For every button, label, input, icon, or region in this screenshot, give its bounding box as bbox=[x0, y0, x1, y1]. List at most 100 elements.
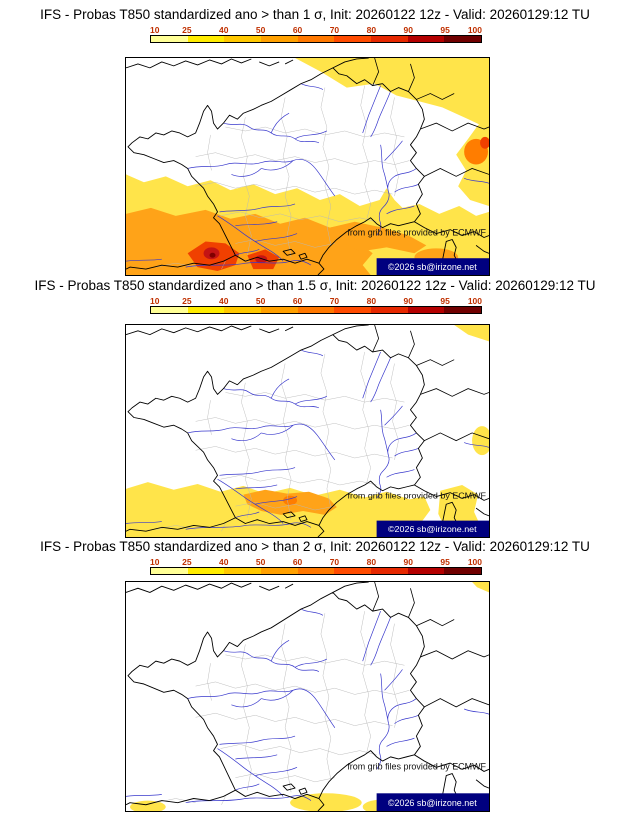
colorbar-segment bbox=[187, 307, 225, 313]
colorbar-tick: 80 bbox=[366, 296, 377, 306]
panel-threshold-1-sigma: IFS - Probas T850 standardized ano > tha… bbox=[0, 0, 630, 276]
colorbar-segment bbox=[261, 307, 298, 313]
colorbar-tick: 25 bbox=[182, 25, 192, 35]
map-frame: from grib files provided by ECMWF ©2026 … bbox=[125, 581, 490, 812]
copyright-text: ©2026 sb@irizone.net bbox=[388, 798, 477, 808]
probability-colorbar: 10 25 40 50 60 70 80 90 95 100 bbox=[150, 557, 482, 575]
copyright-text: ©2026 sb@irizone.net bbox=[388, 524, 477, 534]
probability-region-gt10 bbox=[472, 426, 489, 456]
probability-region-gt10 bbox=[472, 582, 489, 593]
colorbar-tick: 80 bbox=[366, 25, 377, 35]
probability-region-gt10 bbox=[129, 800, 166, 811]
colorbar-tick: 50 bbox=[255, 557, 266, 567]
colorbar-tick: 25 bbox=[182, 557, 192, 567]
probability-region-gt95 bbox=[209, 252, 216, 258]
panel-title: IFS - Probas T850 standardized ano > tha… bbox=[34, 278, 596, 293]
probability-region-gt50 bbox=[126, 207, 373, 275]
colorbar-tick: 10 bbox=[150, 557, 160, 567]
colorbar-tick: 10 bbox=[150, 25, 160, 35]
colorbar-tick: 60 bbox=[292, 25, 303, 35]
colorbar-tick: 70 bbox=[329, 25, 340, 35]
panel-body: 10 25 40 50 60 70 80 90 95 100 from grib files pr… bbox=[125, 557, 490, 812]
panel-title: IFS - Probas T850 standardized ano > tha… bbox=[40, 7, 590, 22]
panel-body: 10 25 40 50 60 70 80 90 95 100 from grib files pr… bbox=[125, 296, 490, 538]
colorbar-tick: 40 bbox=[219, 296, 229, 306]
probability-region-gt90 bbox=[255, 255, 268, 264]
colorbar-ticks: 10 25 40 50 60 70 80 90 95 100 bbox=[150, 296, 482, 306]
probability-region-gt10 bbox=[290, 793, 362, 811]
colorbar-segment bbox=[371, 36, 408, 42]
colorbar-segment bbox=[151, 36, 188, 42]
probability-shading bbox=[126, 325, 489, 537]
ecmwf-credit: from grib files provided by ECMWF bbox=[347, 491, 486, 501]
probability-shading bbox=[126, 58, 489, 275]
colorbar-tick: 10 bbox=[150, 296, 160, 306]
colorbar-segment bbox=[444, 36, 482, 42]
colorbar-segment bbox=[151, 568, 188, 574]
basemap bbox=[126, 582, 489, 811]
probability-region-gt10 bbox=[295, 58, 489, 130]
colorbar-segments bbox=[150, 35, 482, 43]
colorbar-tick: 70 bbox=[329, 557, 340, 567]
probability-region-gt80 bbox=[480, 136, 489, 149]
copyright-box bbox=[376, 793, 489, 811]
colorbar-segment bbox=[371, 568, 408, 574]
colorbar-segment bbox=[407, 36, 445, 42]
colorbar-segment bbox=[297, 568, 335, 574]
colorbar-ticks: 10 25 40 50 60 70 80 90 95 100 bbox=[150, 557, 482, 567]
colorbar-tick: 60 bbox=[292, 557, 303, 567]
colorbar-tick: 95 bbox=[440, 296, 450, 306]
colorbar-segment bbox=[334, 36, 372, 42]
colorbar-segment bbox=[151, 307, 188, 313]
panel-body: 10 25 40 50 60 70 80 90 95 100 from grib files pr… bbox=[125, 25, 490, 276]
colorbar-tick: 60 bbox=[292, 296, 303, 306]
colorbar-tick: 40 bbox=[219, 557, 229, 567]
copyright-box bbox=[376, 520, 489, 537]
colorbar-tick: 95 bbox=[440, 25, 450, 35]
colorbar-segment bbox=[371, 307, 408, 313]
colorbar-tick: 70 bbox=[329, 296, 340, 306]
probability-colorbar: 10 25 40 50 60 70 80 90 95 100 bbox=[150, 25, 482, 43]
france-probability-map: from grib files provided by ECMWF ©2026 … bbox=[125, 57, 490, 276]
copyright-box bbox=[376, 258, 489, 275]
colorbar-segment bbox=[444, 568, 482, 574]
colorbar-segment bbox=[297, 307, 335, 313]
colorbar-segment bbox=[297, 36, 335, 42]
colorbar-tick: 50 bbox=[255, 25, 266, 35]
probability-colorbar: 10 25 40 50 60 70 80 90 95 100 bbox=[150, 296, 482, 314]
colorbar-tick: 100 bbox=[467, 296, 482, 306]
france-probability-map: from grib files provided by ECMWF ©2026 … bbox=[125, 324, 490, 538]
colorbar-tick: 25 bbox=[182, 296, 192, 306]
colorbar-tick: 95 bbox=[440, 557, 450, 567]
colorbar-segment bbox=[261, 568, 298, 574]
colorbar-segment bbox=[444, 307, 482, 313]
colorbar-segment bbox=[187, 36, 225, 42]
colorbar-ticks: 10 25 40 50 60 70 80 90 95 100 bbox=[150, 25, 482, 35]
colorbar-tick: 90 bbox=[403, 296, 413, 306]
colorbar-segment bbox=[334, 568, 372, 574]
map-frame: from grib files provided by ECMWF ©2026 … bbox=[125, 324, 490, 538]
colorbar-segment bbox=[261, 36, 298, 42]
ecmwf-credit: from grib files provided by ECMWF bbox=[347, 761, 486, 771]
copyright-text: ©2026 sb@irizone.net bbox=[388, 262, 477, 272]
colorbar-segment bbox=[334, 307, 372, 313]
colorbar-segment bbox=[224, 568, 262, 574]
probability-shading bbox=[129, 582, 489, 811]
colorbar-tick: 80 bbox=[366, 557, 377, 567]
colorbar-tick: 50 bbox=[255, 296, 266, 306]
colorbar-segment bbox=[187, 568, 225, 574]
probability-region-gt50 bbox=[329, 221, 427, 254]
panel-title: IFS - Probas T850 standardized ano > tha… bbox=[40, 539, 590, 554]
probability-region-gt10 bbox=[454, 325, 489, 342]
colorbar-tick: 90 bbox=[403, 25, 413, 35]
ecmwf-credit: from grib files provided by ECMWF bbox=[347, 228, 486, 238]
colorbar-tick: 40 bbox=[219, 25, 229, 35]
colorbar-segment bbox=[224, 307, 262, 313]
colorbar-segments bbox=[150, 567, 482, 575]
colorbar-segment bbox=[407, 568, 445, 574]
colorbar-segments bbox=[150, 306, 482, 314]
colorbar-tick: 100 bbox=[467, 25, 482, 35]
colorbar-segment bbox=[407, 307, 445, 313]
colorbar-tick: 90 bbox=[403, 557, 413, 567]
map-frame: from grib files provided by ECMWF ©2026 … bbox=[125, 57, 490, 276]
